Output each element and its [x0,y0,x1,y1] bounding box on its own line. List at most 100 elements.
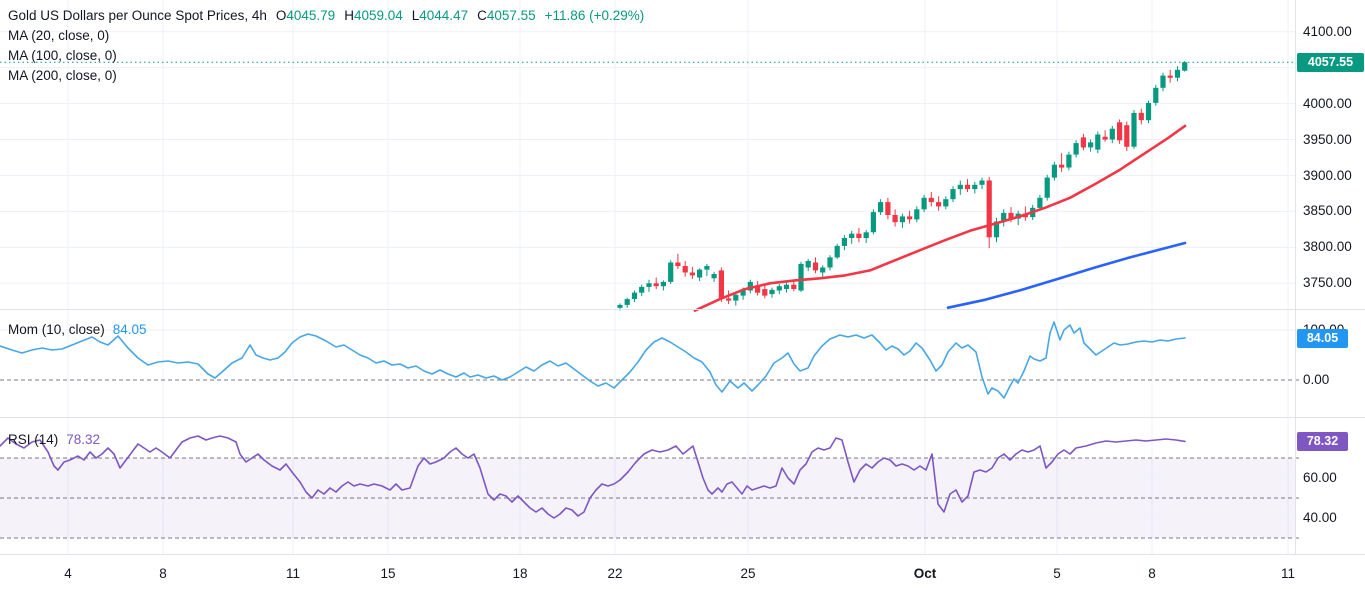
candle-up [1182,62,1188,71]
candle-down [856,233,862,238]
candle-down [1008,212,1014,219]
candle-up [993,221,1000,238]
candle-down [892,215,898,223]
candle-up [1037,197,1043,208]
rsi-value: 78.32 [66,431,101,447]
candle-up [820,267,826,273]
candle-up [769,289,775,295]
candle-up [827,257,833,268]
ohlc-close-value: 4057.55 [486,7,536,23]
rsi-axis-label: 40.00 [1303,510,1337,525]
candle-up [1109,128,1115,140]
price-axis-label: 3950.00 [1303,131,1352,147]
ma200-legend[interactable]: MA (200, close, 0) [8,67,117,83]
candle-up [617,304,623,308]
candle-down [1102,136,1108,140]
legend-panel: Gold US Dollars per Ounce Spot Prices, 4… [8,5,644,85]
candle-up [921,197,927,210]
candle-up [798,263,804,291]
momentum-legend[interactable]: Mom (10, close) 84.05 [8,320,147,338]
candle-down [755,285,761,293]
time-axis-label: 8 [159,566,167,581]
candle-up [711,274,717,279]
candle-down [1138,112,1144,121]
candle-up [697,269,703,278]
ohlc-low-label: L [411,7,420,23]
candle-down [718,270,724,299]
time-axis-label: 5 [1053,566,1061,581]
momentum-line [0,321,1186,399]
symbol-legend-row[interactable]: Gold US Dollars per Ounce Spot Prices, 4… [8,5,644,25]
symbol-title: Gold US Dollars per Ounce Spot Prices, 4… [8,7,267,23]
price-change: +11.86 (+0.29%) [544,7,645,23]
candle-up [972,184,978,190]
time-axis-label: 4 [64,566,72,581]
candle-down [885,202,891,215]
ma20-legend[interactable]: MA (20, close, 0) [8,27,110,43]
rsi-axis-label: 60.00 [1303,470,1337,485]
time-axis-label: 22 [607,566,623,581]
ohlc-close-label: C [477,7,487,23]
candle-down [1059,164,1065,168]
candle-up [704,266,710,270]
ma100-legend[interactable]: MA (100, close, 0) [8,47,117,63]
candle-up [646,283,652,287]
candle-up [1160,75,1166,88]
candle-down [653,283,659,287]
time-axis-label: 8 [1148,566,1156,581]
candle-down [791,284,797,289]
rsi-badge: 78.32 [1297,431,1348,451]
candle-up [943,199,949,207]
candle-up [957,184,963,190]
candle-up [1095,134,1101,150]
candle-down [689,272,695,276]
candle-down [1167,75,1173,78]
ohlc-high-value: 4059.04 [353,7,403,23]
candle-up [1145,102,1152,121]
candle-up [1001,212,1007,222]
candle-up [631,292,638,300]
candle-up [979,180,985,185]
candle-up [740,289,746,296]
candle-up [624,299,630,305]
candle-down [1117,122,1123,141]
price-axis-label: 3800.00 [1303,239,1352,255]
candle-up [668,262,674,282]
time-axis-label: 11 [1280,566,1295,581]
rsi-label: RSI (14) [8,431,59,447]
candle-down [964,184,971,190]
candle-up [1044,177,1050,198]
candle-down [726,298,732,301]
candle-down [1080,137,1086,148]
ohlc-open-label: O [275,7,287,23]
momentum-label: Mom (10, close) [8,321,105,337]
ohlc-open-value: 4045.79 [286,7,336,23]
candle-down [762,289,768,296]
rsi-legend[interactable]: RSI (14) 78.32 [8,430,100,448]
time-axis-label: 18 [512,566,528,581]
candle-up [841,238,847,246]
momentum-value: 84.05 [112,321,147,337]
price-axis-label: 3900.00 [1303,167,1352,183]
price-axis-label: 3850.00 [1303,203,1352,219]
candle-down [682,266,688,273]
candle-up [776,286,782,291]
candle-up [1088,142,1094,148]
candle-up [914,209,920,220]
candle-up [878,202,884,213]
time-axis[interactable] [0,556,1365,589]
candle-up [950,189,956,200]
candle-up [1066,154,1072,168]
time-axis-label: 11 [285,566,300,581]
candle-down [907,216,913,220]
candle-up [805,261,811,268]
momentum-badge: 84.05 [1297,328,1348,348]
price-axis[interactable] [1296,0,1365,555]
candle-up [660,281,666,287]
candle-up [870,212,876,233]
candle-up [639,286,645,293]
time-axis-label: Oct [913,566,937,581]
price-axis-label: 3750.00 [1303,275,1352,291]
